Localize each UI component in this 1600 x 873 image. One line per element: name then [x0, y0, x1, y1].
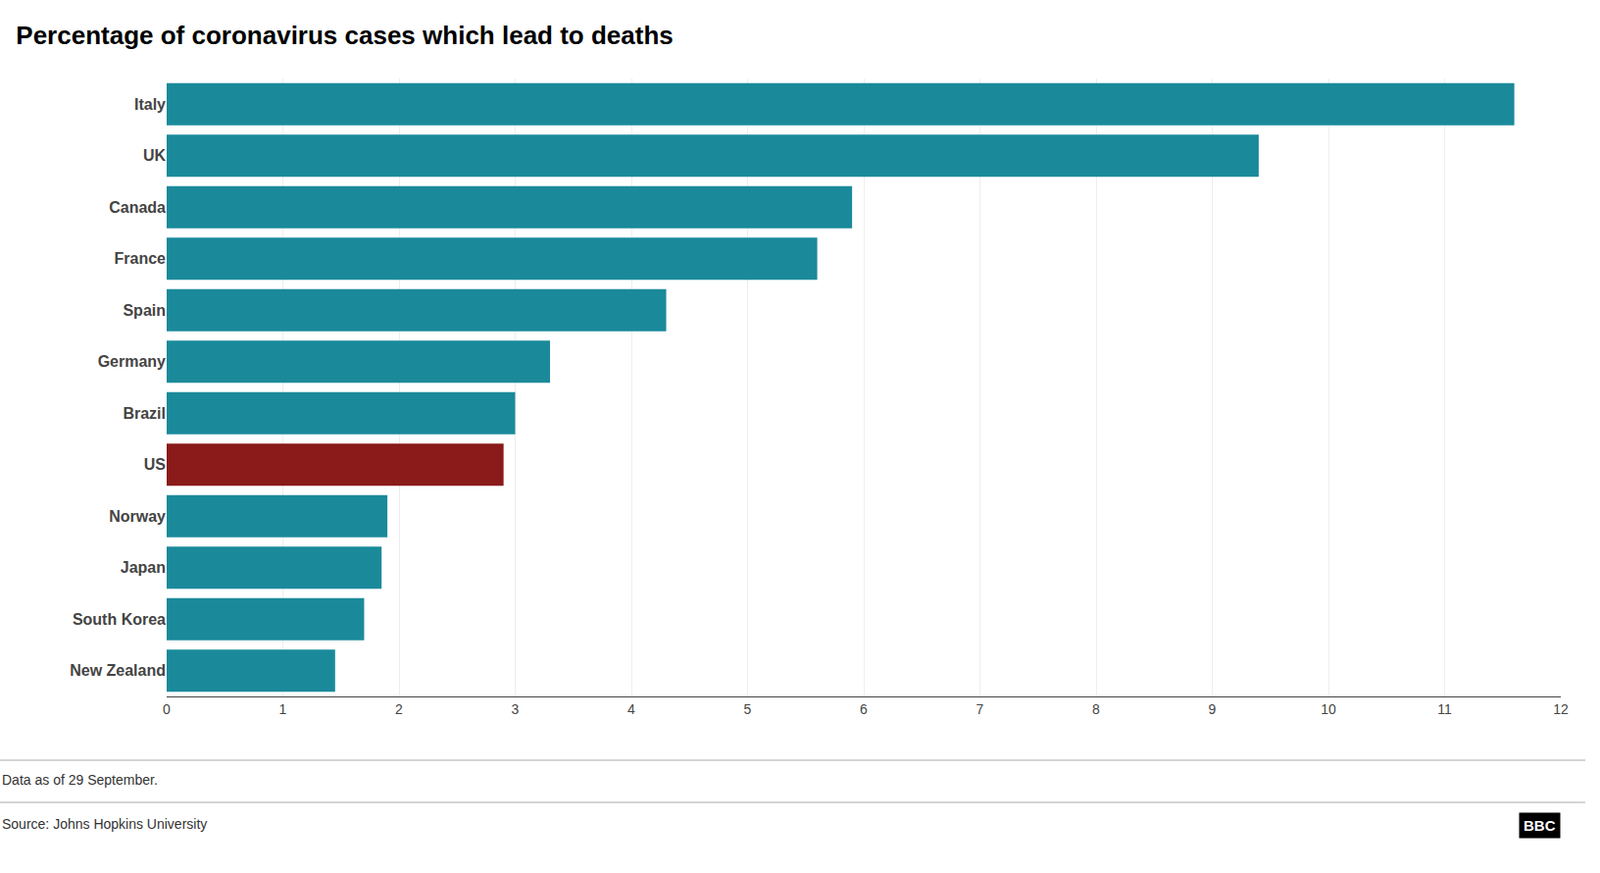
svg-text:Japan: Japan: [120, 558, 166, 576]
svg-text:Data as of 29 September.: Data as of 29 September.: [1, 771, 158, 788]
svg-text:Brazil: Brazil: [122, 404, 166, 422]
svg-text:2: 2: [395, 700, 403, 717]
svg-text:France: France: [114, 250, 167, 267]
svg-text:Spain: Spain: [122, 301, 166, 319]
svg-text:BBC: BBC: [1523, 816, 1556, 834]
svg-text:5: 5: [744, 700, 752, 717]
svg-text:US: US: [144, 455, 167, 473]
svg-text:Norway: Norway: [108, 507, 166, 525]
svg-text:6: 6: [859, 700, 868, 717]
svg-text:9: 9: [1208, 700, 1217, 717]
svg-text:Canada: Canada: [108, 199, 166, 216]
svg-text:Percentage of coronavirus case: Percentage of coronavirus cases which le…: [15, 20, 673, 50]
svg-text:Germany: Germany: [98, 352, 166, 370]
svg-text:New Zealand: New Zealand: [69, 661, 166, 679]
svg-text:UK: UK: [143, 147, 167, 164]
svg-text:12: 12: [1552, 700, 1569, 717]
svg-text:3: 3: [511, 700, 520, 717]
svg-text:7: 7: [976, 700, 985, 717]
svg-text:11: 11: [1437, 700, 1452, 717]
svg-text:1: 1: [279, 700, 288, 717]
svg-text:Italy: Italy: [134, 96, 166, 113]
svg-text:0: 0: [162, 700, 171, 717]
svg-text:8: 8: [1092, 700, 1100, 717]
svg-text:10: 10: [1320, 700, 1337, 717]
svg-text:4: 4: [627, 700, 636, 717]
svg-text:South Korea: South Korea: [72, 610, 166, 628]
svg-text:Source: Johns Hopkins Universi: Source: Johns Hopkins University: [1, 815, 207, 832]
